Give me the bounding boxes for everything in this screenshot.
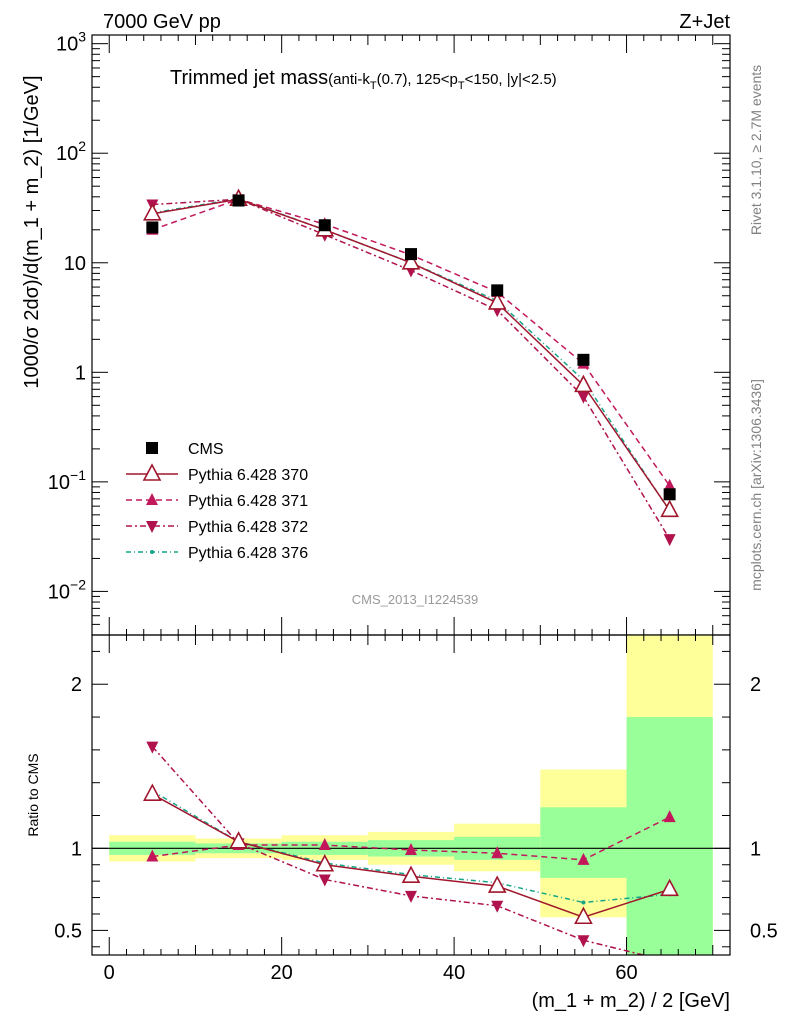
- analysis-id: CMS_2013_I1224539: [352, 592, 479, 607]
- ratio-point: [405, 842, 417, 855]
- y-tick-label-main: 102: [56, 138, 86, 165]
- series-line: [152, 198, 671, 511]
- x-axis-label: (m_1 + m_2) / 2 [GeV]: [532, 990, 730, 1012]
- legend-marker: [146, 521, 158, 533]
- legend-marker: [146, 493, 158, 505]
- main-panel: 10−2 10−1 1 10 102 103: [48, 29, 731, 636]
- legend-item-4: Pythia 6.428 376: [126, 545, 308, 562]
- ratio-point: [574, 906, 593, 925]
- y-axis-label-main: 1000/σ 2dσ)/d(m_1 + m_2) [1/GeV]: [21, 75, 43, 388]
- main-series-layer: [143, 188, 679, 547]
- ratio-point: [581, 900, 586, 905]
- y-tick-label-main: 10: [64, 253, 86, 275]
- ratio-point: [318, 838, 331, 851]
- y-tick-label-ratio: 1: [71, 838, 82, 860]
- ratio-series-layer: [143, 741, 679, 955]
- ratio-point: [229, 831, 248, 849]
- y-tick-label-exponent: −2: [70, 576, 86, 592]
- y-tick-label-ratio-right: 2: [750, 674, 761, 696]
- y-tick-label-exponent: 3: [78, 29, 86, 45]
- y-tick-label-main: 10−2: [48, 576, 86, 603]
- legend-item-3: Pythia 6.428 372: [126, 519, 308, 536]
- data-point: [574, 374, 593, 393]
- data-point: [487, 292, 507, 310]
- legend-item-2: Pythia 6.428 371: [126, 493, 308, 510]
- y-tick-label-main: 103: [56, 29, 86, 56]
- main-series-4: [150, 196, 672, 514]
- data-point: [663, 534, 676, 547]
- y-tick-label-ratio: 2: [71, 674, 82, 696]
- legend-label: Pythia 6.428 376: [188, 545, 308, 562]
- ratio-point: [491, 846, 504, 859]
- ratio-series-0: [143, 783, 679, 925]
- ratio-frame: [91, 634, 731, 956]
- data-point: [405, 248, 417, 261]
- data-point: [232, 194, 245, 207]
- ratio-point: [143, 783, 162, 801]
- data-point: [143, 203, 162, 221]
- ratio-uncertainty-bands: [92, 635, 730, 955]
- ratio-point: [146, 741, 159, 754]
- legend-item-0: CMS: [146, 441, 224, 458]
- y-tick-label-ratio-right: 0.5: [750, 920, 778, 942]
- ratio-point: [318, 874, 331, 887]
- main-series-2: [146, 192, 676, 491]
- y-tick-label-main: 10−1: [48, 467, 86, 494]
- ratio-point: [663, 810, 676, 823]
- legend-label: CMS: [188, 441, 224, 458]
- legend-marker: [142, 463, 162, 481]
- data-point: [577, 391, 590, 404]
- main-series-0: [146, 194, 676, 501]
- data-point: [663, 488, 676, 501]
- data-point: [146, 221, 159, 234]
- y-tick-label-ratio-right: 1: [750, 838, 761, 860]
- data-point: [491, 284, 504, 297]
- plot-title: Trimmed jet mass(anti-kT(0.7), 125<pT<15…: [170, 67, 557, 92]
- ratio-point: [146, 849, 159, 862]
- band-inner: [540, 807, 627, 878]
- mcplots-label: mcplots.cern.ch [arXiv:1306.3436]: [748, 379, 764, 591]
- data-point: [577, 353, 590, 366]
- ratio-ticks: 0.5 0.51 12 20 20 40 60: [54, 635, 778, 984]
- main-ticks: 10−2 10−1 1 10 102 103: [48, 29, 730, 636]
- y-tick-label-exponent: 2: [78, 138, 86, 154]
- legend-item-1: Pythia 6.428 370: [126, 463, 308, 484]
- legend-marker: [146, 442, 158, 454]
- ratio-point: [315, 854, 335, 872]
- y-tick-label-ratio: 0.5: [54, 920, 82, 942]
- ratio-point: [401, 865, 421, 884]
- legend-label: Pythia 6.428 371: [188, 493, 308, 510]
- data-point: [318, 219, 331, 232]
- header-left: 7000 GeV pp: [103, 11, 221, 33]
- ratio-point: [577, 935, 590, 948]
- x-tick-label: 20: [271, 962, 293, 984]
- ratio-point: [487, 875, 507, 893]
- ratio-point: [405, 890, 417, 903]
- legend: CMS Pythia 6.428 370 Pythia 6.428 371 Pythi…: [126, 441, 308, 562]
- legend-label: Pythia 6.428 372: [188, 519, 308, 536]
- title-main: Trimmed jet mass: [170, 67, 328, 89]
- legend-label: Pythia 6.428 370: [188, 467, 308, 484]
- header-right: Z+Jet: [679, 11, 730, 33]
- data-point: [663, 478, 676, 491]
- rivet-label: Rivet 3.1.10, ≥ 2.7M events: [748, 65, 764, 235]
- y-tick-label-exponent: −1: [70, 467, 86, 483]
- x-tick-label: 60: [615, 962, 637, 984]
- x-tick-label: 40: [443, 962, 465, 984]
- y-axis-label-ratio: Ratio to CMS: [25, 753, 41, 836]
- x-tick-label: 0: [104, 962, 115, 984]
- ratio-panel: 0.5 0.51 12 20 20 40 60: [54, 634, 778, 984]
- ratio-point: [577, 852, 590, 865]
- title-sub: (anti-kT(0.7), 125<pT<150, |y|<2.5): [328, 71, 557, 92]
- y-tick-label-main: 1: [75, 362, 86, 384]
- ratio-point: [660, 878, 679, 897]
- data-point: [660, 499, 679, 518]
- band-inner: [626, 717, 713, 955]
- ratio-point: [491, 900, 504, 913]
- series-line: [152, 197, 671, 512]
- series-line: [152, 198, 671, 487]
- data-point: [401, 252, 421, 270]
- legend-marker: [150, 550, 154, 554]
